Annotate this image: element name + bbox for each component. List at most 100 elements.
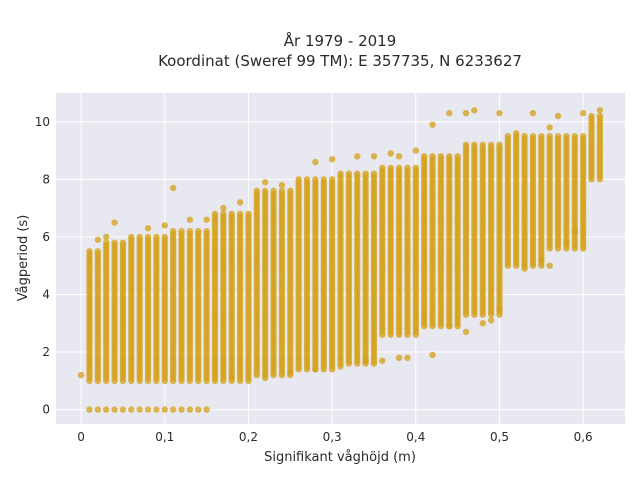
data-point (203, 406, 210, 413)
data-point (169, 184, 177, 192)
data-point (345, 170, 353, 177)
data-point (253, 187, 261, 195)
data-point (86, 248, 93, 255)
data-point (404, 164, 411, 172)
data-point (362, 357, 369, 364)
y-axis-ticks: 0 2 4 6 8 10 (35, 115, 50, 417)
data-point (312, 158, 319, 166)
data-point (479, 141, 486, 149)
data-point (136, 233, 143, 241)
data-point (446, 109, 453, 117)
data-point (579, 109, 587, 117)
data-point (144, 406, 152, 413)
data-point (128, 233, 135, 241)
data-point (596, 107, 604, 114)
data-point (571, 227, 578, 235)
data-point (169, 227, 177, 235)
data-point (169, 406, 177, 413)
data-point (395, 164, 403, 172)
data-point (111, 219, 118, 226)
data-point (303, 176, 311, 183)
data-point (462, 328, 470, 336)
data-point (94, 236, 102, 243)
data-point (529, 109, 537, 117)
data-point (471, 107, 478, 114)
data-point (261, 187, 269, 195)
data-point (571, 132, 578, 140)
y-tick-label: 0 (42, 403, 50, 417)
data-point (412, 147, 420, 154)
data-point (119, 406, 127, 413)
data-point (203, 227, 210, 235)
data-point (429, 121, 436, 128)
data-point (295, 176, 302, 183)
x-tick-label: 0,2 (239, 430, 258, 444)
data-points (77, 107, 604, 413)
data-point (538, 132, 545, 140)
data-point (404, 354, 411, 361)
data-point (220, 210, 227, 218)
x-tick-label: 0,4 (406, 430, 425, 444)
data-point (103, 239, 110, 246)
data-point (312, 176, 319, 183)
data-point (446, 322, 453, 330)
data-point (261, 374, 269, 382)
data-point (362, 170, 369, 177)
data-point (496, 305, 503, 313)
data-point (186, 216, 194, 223)
x-axis-ticks: 0 0,1 0,2 0,3 0,4 0,5 0,6 (77, 430, 592, 444)
data-point (153, 233, 160, 241)
x-tick-label: 0 (77, 430, 85, 444)
data-point (487, 141, 495, 149)
data-point (496, 109, 503, 117)
y-axis-label: Vågperiod (s) (16, 215, 31, 302)
data-point (245, 210, 252, 218)
data-point (529, 132, 537, 140)
x-axis-label: Signifikant våghöjd (m) (264, 450, 416, 465)
data-point (379, 164, 386, 172)
data-point (337, 363, 344, 370)
data-point (103, 406, 110, 413)
data-point (278, 181, 286, 189)
data-point (195, 227, 202, 235)
data-point (161, 233, 168, 241)
data-point (220, 204, 227, 212)
data-point (161, 222, 168, 229)
data-point (228, 374, 235, 382)
data-point (261, 179, 269, 186)
data-point (119, 239, 127, 246)
data-point (77, 371, 85, 379)
data-point (588, 112, 595, 120)
data-point (554, 112, 562, 120)
data-point (136, 406, 143, 413)
data-point (186, 406, 194, 413)
data-point (94, 248, 102, 255)
data-point (387, 150, 394, 157)
data-point (462, 109, 470, 117)
data-point (429, 153, 436, 160)
data-point (420, 153, 428, 160)
data-point (236, 199, 244, 206)
data-point (462, 141, 470, 149)
data-point (236, 210, 244, 218)
data-point (563, 132, 570, 140)
data-point (395, 354, 403, 361)
data-point (471, 141, 478, 149)
y-tick-label: 4 (42, 287, 50, 301)
data-point (203, 216, 210, 223)
data-point (395, 153, 403, 160)
data-point (94, 406, 102, 413)
data-point (454, 153, 461, 160)
data-point (521, 265, 528, 272)
data-point (596, 112, 604, 120)
data-point (412, 164, 420, 172)
data-point (178, 406, 185, 413)
data-point (161, 406, 168, 413)
data-point (320, 176, 327, 183)
data-point (287, 187, 294, 195)
data-point (195, 406, 202, 413)
data-point (128, 406, 135, 413)
data-point (546, 262, 553, 269)
